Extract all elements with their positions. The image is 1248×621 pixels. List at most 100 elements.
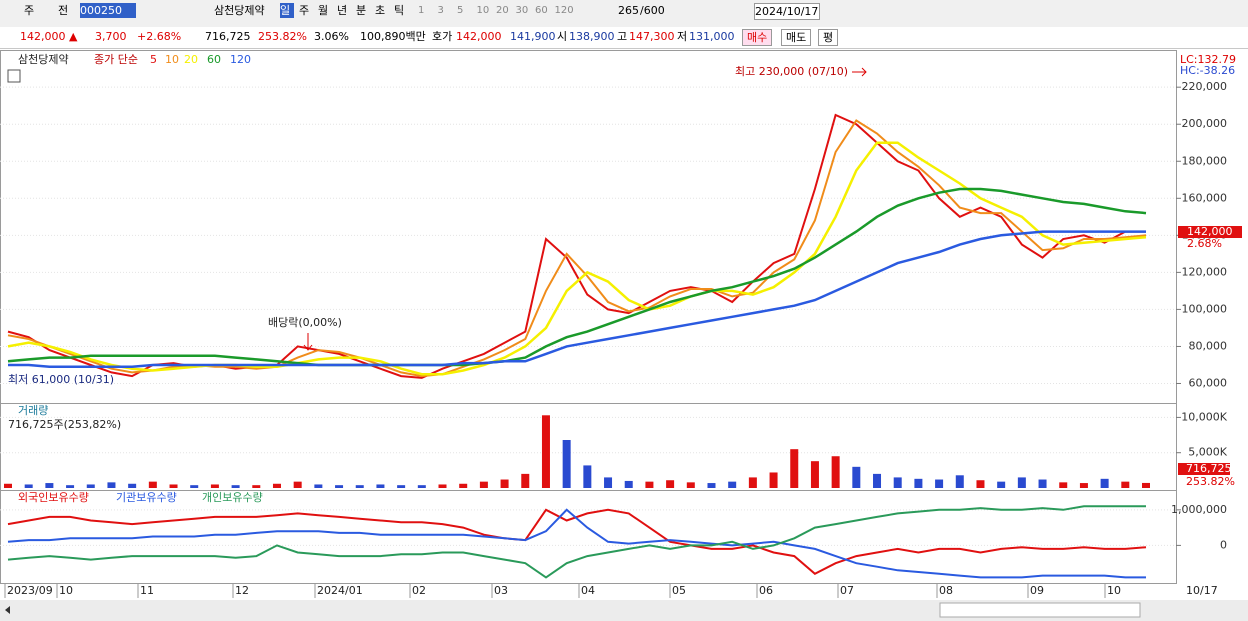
- interval-button[interactable]: 20: [496, 5, 509, 16]
- volume-bar: [1059, 482, 1068, 488]
- volume-bar: [873, 473, 882, 488]
- interval-button[interactable]: 1: [418, 5, 425, 16]
- volume-bar: [190, 485, 199, 488]
- volume-bar: [1017, 477, 1026, 488]
- period-button[interactable]: 년: [337, 4, 348, 17]
- volume-bar: [24, 484, 33, 488]
- volume-summary: 716,725주(253,82%): [8, 418, 121, 431]
- quote-field: 고: [617, 30, 628, 43]
- legend-item: 10: [165, 53, 179, 66]
- prev-button[interactable]: 전: [58, 4, 69, 17]
- legend-item: 20: [184, 53, 198, 66]
- y-tick-label: 60,000: [1189, 376, 1228, 389]
- quote-field: 142,000 ▲: [20, 30, 78, 43]
- volume-bar: [500, 479, 509, 488]
- scroll-left[interactable]: [5, 606, 10, 614]
- volume-bar: [1038, 479, 1047, 488]
- series-line: [8, 230, 1146, 369]
- volume-bar: [521, 473, 530, 488]
- quote-field: 253.82%: [258, 30, 307, 43]
- date-label: 08: [939, 584, 953, 597]
- count-input[interactable]: 265: [618, 4, 639, 17]
- volume-bar: [107, 482, 116, 488]
- chart-bg: [0, 49, 1248, 601]
- y-tick-label: 5,000K: [1188, 446, 1227, 459]
- y-tick-label: 160,000: [1182, 191, 1228, 204]
- volume-bar: [1121, 481, 1130, 488]
- annotation-low: 최저 61,000 (10/31): [8, 373, 114, 386]
- interval-button[interactable]: 60: [535, 5, 548, 16]
- volume-bar: [459, 483, 468, 488]
- volume-bar: [935, 479, 944, 488]
- volume-bar: [624, 480, 633, 488]
- arrow: [852, 67, 867, 77]
- volume-bar: [686, 482, 695, 488]
- interval-button[interactable]: 30: [515, 5, 529, 16]
- quote-field: 100,890백만: [360, 30, 426, 43]
- quote-field: 147,300: [629, 30, 675, 43]
- hc-label: HC:-38.26: [1180, 64, 1235, 77]
- date-label: 06: [759, 584, 773, 597]
- volume-bar: [707, 483, 716, 488]
- date-label: 09: [1030, 584, 1044, 597]
- volume-bar: [148, 481, 157, 488]
- quote-field: 3,700: [95, 30, 127, 43]
- interval-button[interactable]: 3: [437, 5, 444, 16]
- interval-button[interactable]: 5: [457, 5, 464, 16]
- interval-button[interactable]: 10: [476, 5, 490, 16]
- scroll-thumb[interactable]: [939, 602, 1141, 618]
- legend-item: 60: [207, 53, 221, 66]
- volume-bar: [438, 484, 447, 488]
- quote-field: 저: [677, 30, 688, 43]
- y-tick-label: 0: [1220, 538, 1227, 551]
- y-tick-label: 100,000: [1182, 302, 1228, 315]
- volume-bar: [769, 472, 778, 488]
- volume-bar: [4, 483, 12, 488]
- series-line: [7, 187, 1147, 367]
- volume-bar: [914, 478, 923, 488]
- date-label: 02: [412, 584, 426, 597]
- quote-button[interactable]: 평: [818, 29, 839, 46]
- calc-icon[interactable]: [7, 69, 21, 83]
- volume-bar: [810, 461, 819, 488]
- lc-label: LC:132.79: [1180, 53, 1236, 66]
- scrollbar[interactable]: [0, 600, 1248, 621]
- date-input[interactable]: 2024/10/17: [754, 3, 820, 20]
- period-button[interactable]: 초: [375, 4, 386, 17]
- legend-item: 기관보유수량: [116, 491, 177, 504]
- series-line: [7, 141, 1147, 376]
- series-line: [7, 508, 1146, 579]
- y-tick-label: 1,000,000: [1171, 503, 1227, 516]
- date-label: 12: [235, 584, 249, 597]
- volume-bar: [272, 483, 281, 488]
- period-button[interactable]: 틱: [394, 4, 405, 17]
- date-label: 05: [672, 584, 686, 597]
- period-button[interactable]: 월: [318, 4, 329, 17]
- volume-bar: [335, 485, 344, 488]
- interval-button[interactable]: 120: [554, 5, 574, 16]
- period-button[interactable]: 일: [280, 3, 294, 18]
- volume-bar: [45, 483, 54, 488]
- date-label: 04: [581, 584, 595, 597]
- quote-button[interactable]: 매도: [781, 29, 812, 46]
- quote-field: 141,900: [510, 30, 556, 43]
- code-input[interactable]: 000250: [80, 3, 136, 18]
- quote-field: 138,900: [569, 30, 615, 43]
- y-tick-label: 10,000K: [1181, 410, 1227, 423]
- volume-bar: [748, 477, 757, 488]
- volume-bar: [376, 484, 385, 488]
- quote-button[interactable]: 매수: [742, 29, 773, 46]
- volume-bar: [1100, 478, 1109, 488]
- legend-label: 종가 단순: [94, 53, 138, 66]
- period-button[interactable]: 분: [356, 4, 367, 17]
- volume-bar: [231, 485, 240, 488]
- volume-bar: [790, 449, 799, 488]
- quote-field: 142,000: [456, 30, 502, 43]
- y-tick-label: 120,000: [1182, 265, 1228, 278]
- period-button[interactable]: 주: [299, 4, 310, 17]
- volume-bar: [417, 485, 426, 488]
- market-select[interactable]: 주: [24, 4, 35, 17]
- quote-field: 호가: [432, 30, 453, 43]
- legend-item: 외국인보유수량: [18, 491, 89, 504]
